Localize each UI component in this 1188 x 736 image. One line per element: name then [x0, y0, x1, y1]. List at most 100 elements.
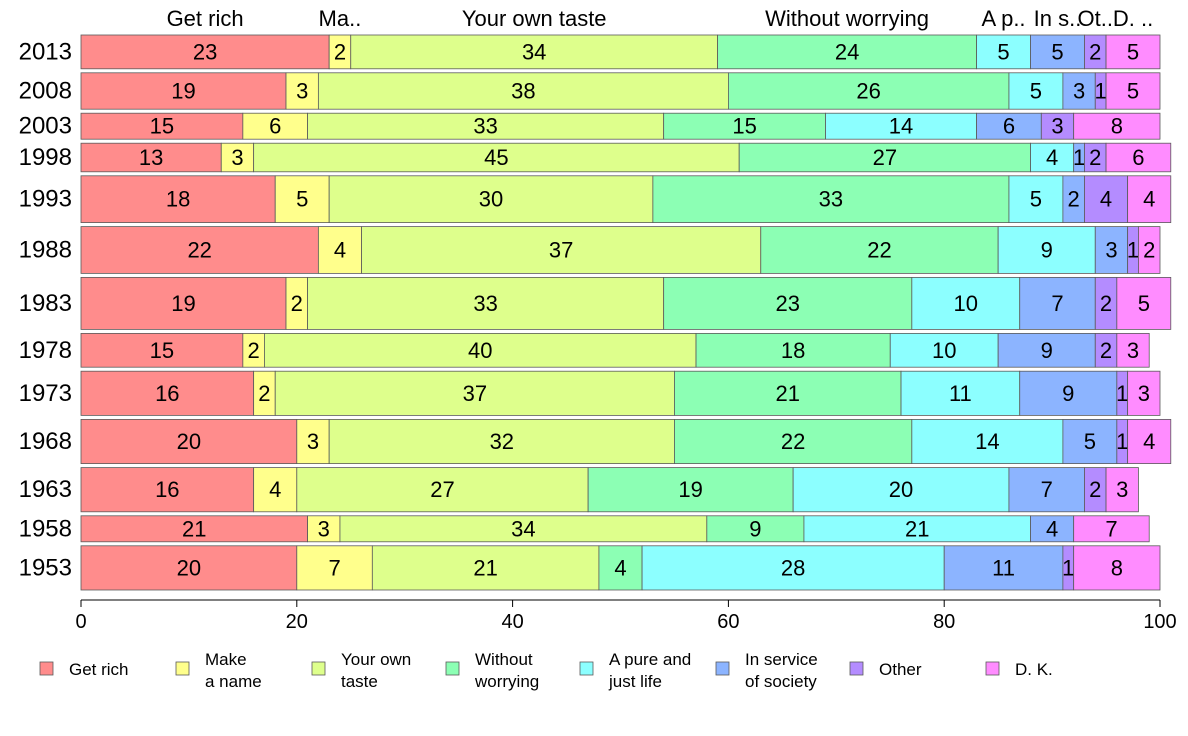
bar-segment-1963-5: [792, 467, 1010, 513]
bar-segment-1983-4: [663, 276, 913, 330]
data-label-1963-4: 19: [678, 477, 702, 502]
data-label-1968-5: 14: [975, 429, 999, 454]
data-label-1968-6: 5: [1084, 429, 1096, 454]
data-label-2003-3: 33: [473, 114, 497, 139]
data-label-1968-7: 1: [1116, 429, 1128, 454]
data-label-2013-4: 24: [835, 39, 859, 64]
bar-segment-2008-8: [1105, 72, 1161, 110]
legend-label-2-line-2: a name: [205, 672, 262, 691]
data-label-2013-3: 34: [522, 39, 546, 64]
legend-swatch-4: [445, 661, 460, 676]
data-label-1953-2: 7: [328, 555, 340, 580]
data-label-1993-1: 18: [166, 187, 190, 212]
bar-segment-1968-2: [296, 418, 330, 464]
legend-label-4-line-2: worrying: [474, 672, 539, 691]
data-label-1983-7: 2: [1100, 291, 1112, 316]
data-label-1983-5: 10: [954, 291, 978, 316]
bar-segment-1958-8: [1073, 515, 1150, 543]
data-label-1978-6: 9: [1041, 338, 1053, 363]
data-label-1993-4: 33: [819, 187, 843, 212]
data-label-1963-6: 7: [1041, 477, 1053, 502]
data-label-1988-4: 22: [867, 238, 891, 263]
bar-segment-2013-1: [80, 34, 330, 70]
bar-segment-2003-2: [242, 112, 308, 140]
top-label-7: Ot..: [1078, 6, 1113, 31]
data-label-1988-1: 22: [187, 238, 211, 263]
legend-label-3-line-1: Your own: [341, 650, 411, 669]
bar-segment-1963-2: [253, 467, 298, 513]
data-label-1963-8: 3: [1116, 477, 1128, 502]
x-tick-label-100: 100: [1143, 611, 1176, 633]
bar-segment-2003-3: [307, 112, 665, 140]
data-label-2003-4: 15: [732, 114, 756, 139]
data-label-1973-7: 1: [1116, 381, 1128, 406]
bar-segment-1993-1: [80, 175, 276, 224]
top-label-6: In s..: [1034, 6, 1082, 31]
data-label-1988-2: 4: [334, 238, 346, 263]
bar-segment-1983-3: [307, 276, 665, 330]
bar-segment-2013-8: [1105, 34, 1161, 70]
data-label-1978-4: 18: [781, 338, 805, 363]
bar-segment-2013-5: [976, 34, 1031, 70]
bar-segment-1953-1: [80, 545, 298, 591]
data-label-1963-3: 27: [430, 477, 454, 502]
data-label-1998-5: 4: [1046, 145, 1058, 170]
bar-segment-2013-6: [1030, 34, 1085, 70]
data-label-1973-3: 37: [463, 381, 487, 406]
data-label-1963-2: 4: [269, 477, 281, 502]
legend-label-5-line-2: just life: [608, 672, 662, 691]
bar-segment-1998-1: [80, 142, 222, 173]
data-label-1983-4: 23: [776, 291, 800, 316]
data-label-1988-6: 3: [1105, 238, 1117, 263]
bar-segment-2003-4: [663, 112, 826, 140]
data-label-2003-5: 14: [889, 114, 913, 139]
bar-segment-1958-5: [803, 515, 1031, 543]
bar-segment-1953-2: [296, 545, 373, 591]
data-label-2003-1: 15: [150, 114, 174, 139]
data-label-1988-8: 2: [1143, 238, 1155, 263]
data-label-1958-3: 34: [511, 516, 535, 541]
legend-swatch-3: [311, 661, 326, 676]
data-label-1968-3: 32: [490, 429, 514, 454]
data-label-1993-3: 30: [479, 187, 503, 212]
data-label-1998-1: 13: [139, 145, 163, 170]
year-label-1988: 1988: [19, 237, 72, 264]
data-label-1998-3: 45: [484, 145, 508, 170]
year-label-1978: 1978: [19, 337, 72, 364]
x-tick-label-0: 0: [75, 611, 86, 633]
bar-segment-1963-8: [1105, 467, 1139, 513]
data-label-1963-7: 2: [1089, 477, 1101, 502]
bar-segment-1983-6: [1019, 276, 1096, 330]
legend-label-4-line-1: Without: [475, 650, 533, 669]
data-label-1973-8: 3: [1138, 381, 1150, 406]
bar-segment-1978-4: [695, 332, 891, 368]
bar-segment-1993-2: [274, 175, 330, 224]
legend-label-2-line-1: Make: [205, 650, 247, 669]
legend-label-8: D. K.: [1015, 660, 1053, 679]
year-label-2003: 2003: [19, 113, 72, 140]
bar-segment-1998-8: [1105, 142, 1172, 173]
year-label-1953: 1953: [19, 554, 72, 581]
bar-segment-2008-3: [317, 72, 729, 110]
bar-segment-1973-8: [1127, 370, 1161, 416]
data-label-2013-5: 5: [997, 39, 1009, 64]
data-label-1953-8: 8: [1111, 555, 1123, 580]
data-label-1978-2: 2: [248, 338, 260, 363]
data-label-1973-6: 9: [1062, 381, 1074, 406]
year-label-1963: 1963: [19, 476, 72, 503]
year-label-1973: 1973: [19, 380, 72, 407]
bar-segment-1968-5: [911, 418, 1064, 464]
data-label-1983-1: 19: [171, 291, 195, 316]
year-label-1983: 1983: [19, 290, 72, 317]
data-label-2008-2: 3: [296, 79, 308, 104]
year-label-1993: 1993: [19, 186, 72, 213]
data-label-1953-3: 21: [473, 555, 497, 580]
data-label-1963-1: 16: [155, 477, 179, 502]
bar-segment-1978-3: [264, 332, 697, 368]
bar-segment-1968-1: [80, 418, 298, 464]
data-label-1973-5: 11: [949, 381, 972, 406]
bar-segment-2008-1: [80, 72, 287, 110]
bar-segment-2013-3: [350, 34, 719, 70]
bar-segment-1978-8: [1116, 332, 1150, 368]
